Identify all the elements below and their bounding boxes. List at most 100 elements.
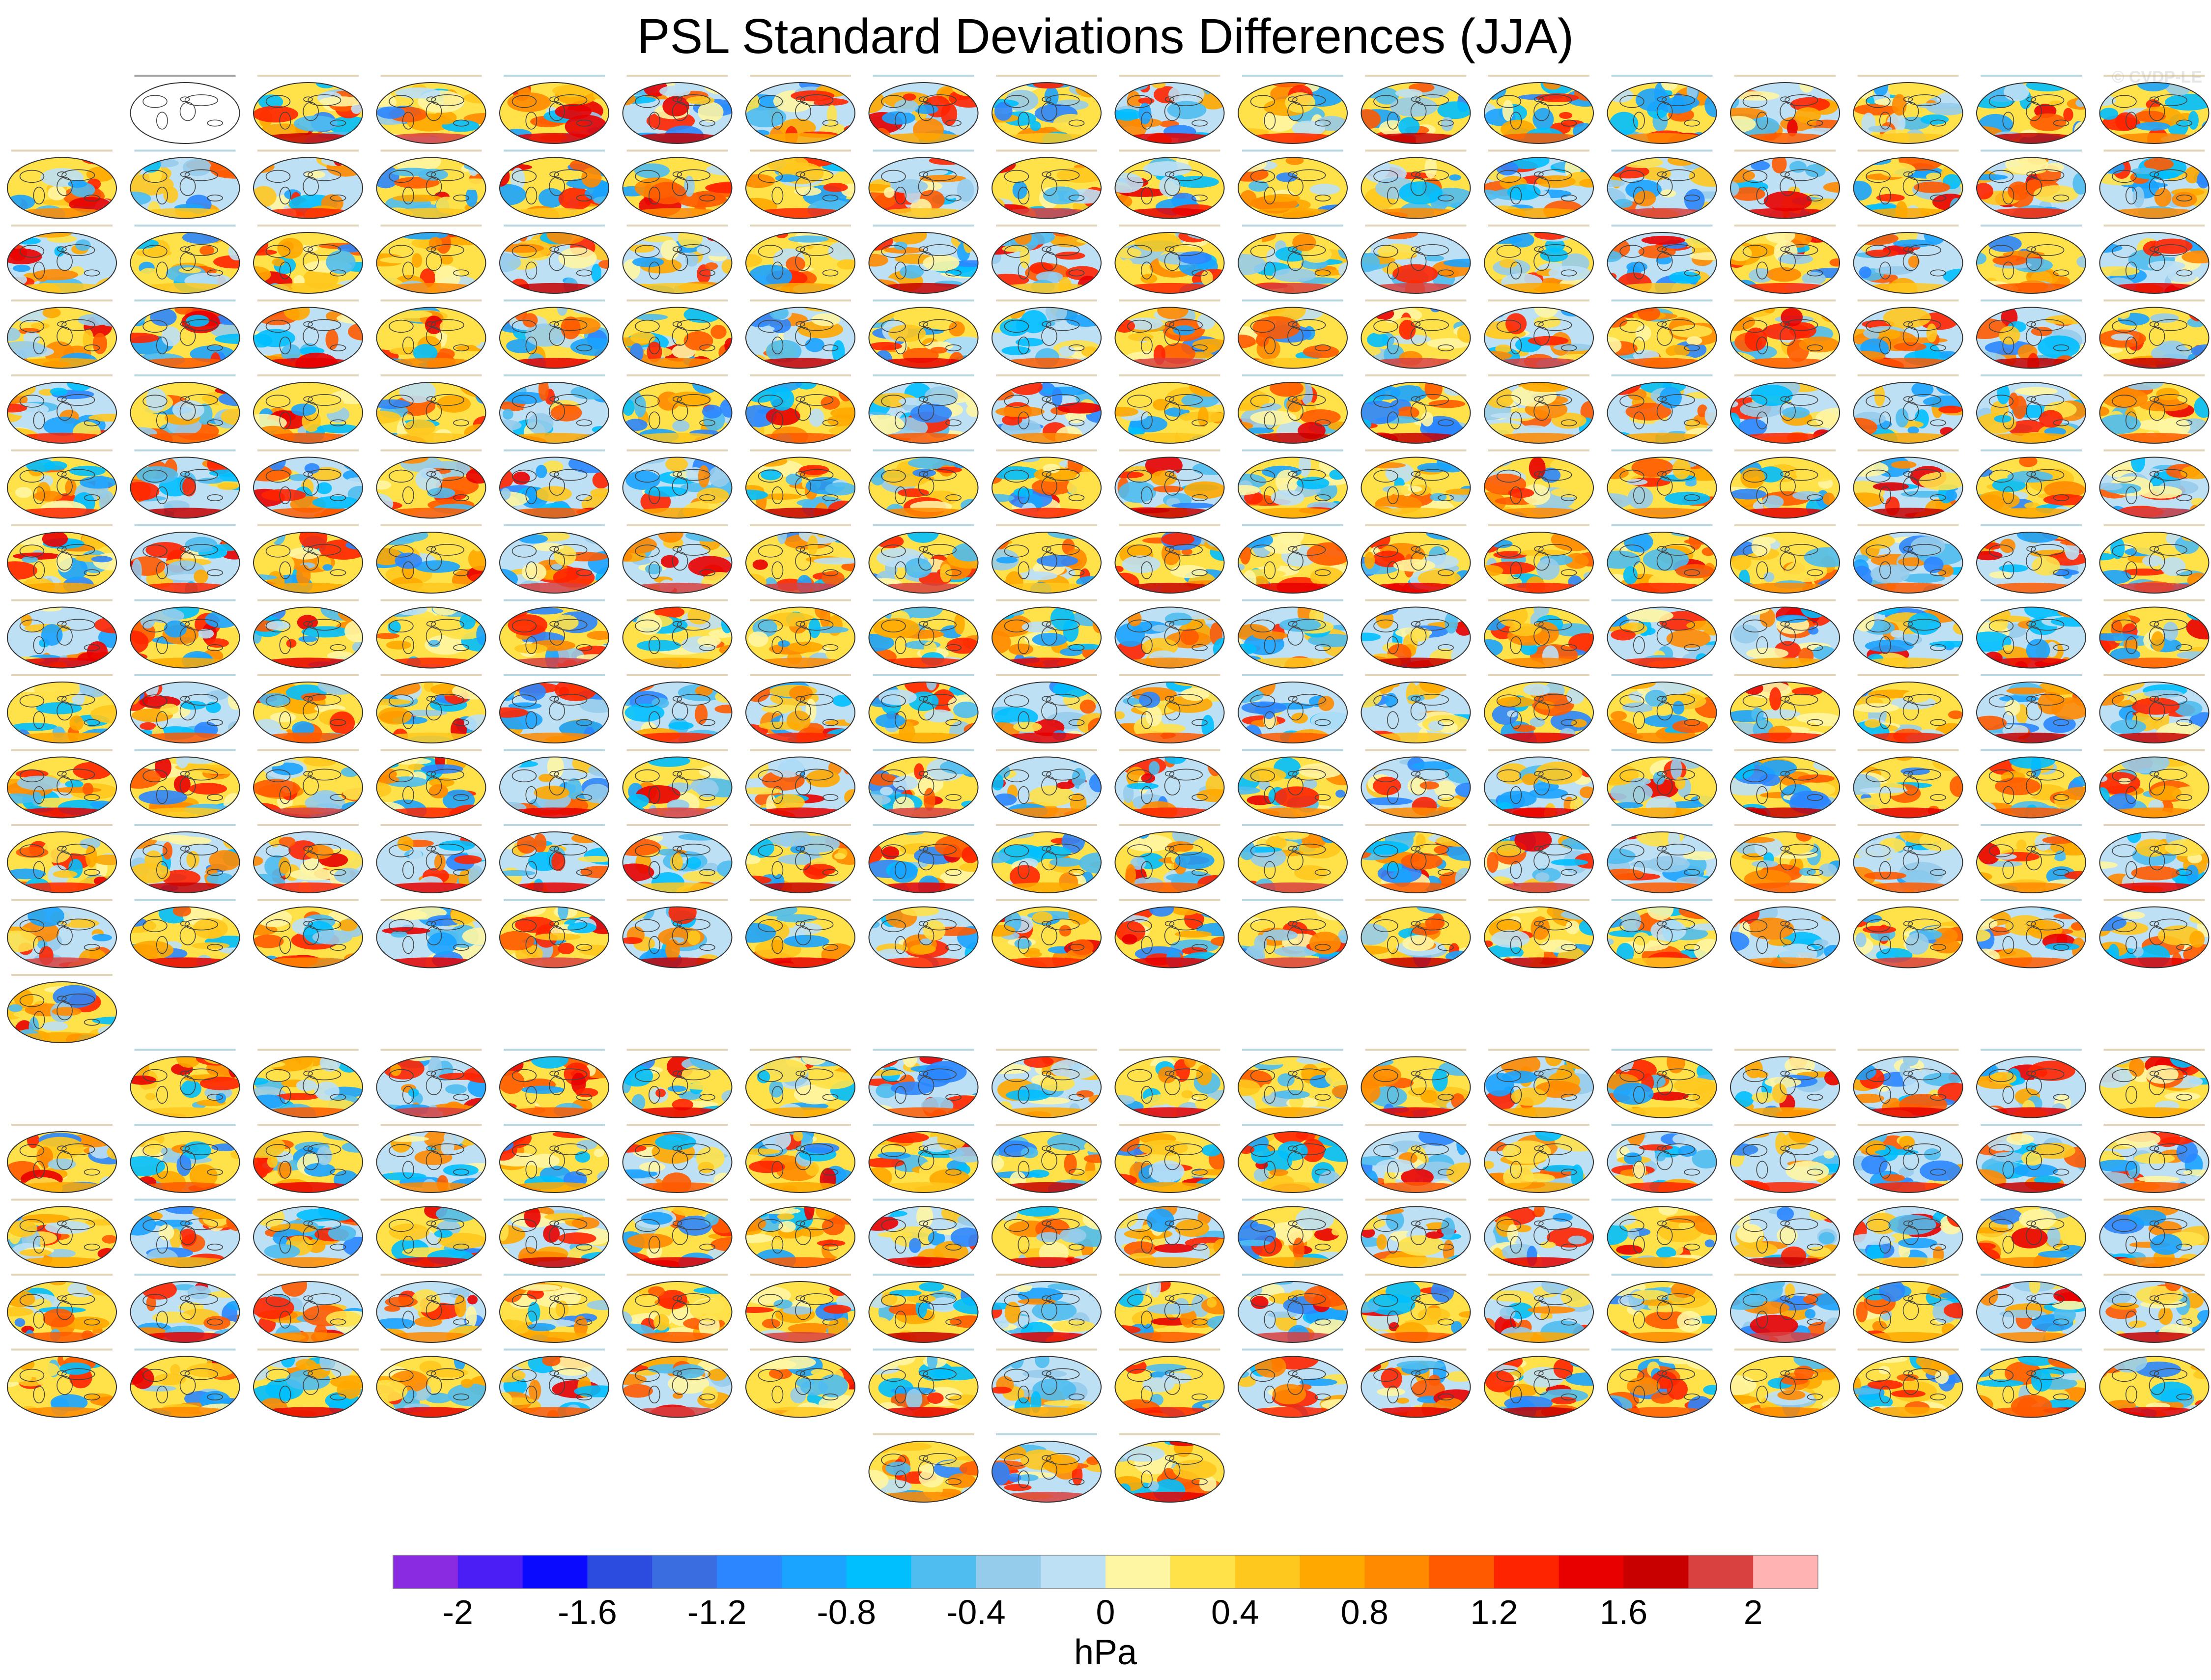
colorbar-tick-label: 0	[1096, 1593, 1115, 1631]
panel-header	[873, 1124, 974, 1126]
map-field	[130, 83, 240, 143]
map-panel	[499, 1124, 609, 1193]
map-field	[2099, 157, 2209, 219]
map-outline	[130, 82, 240, 144]
panel-header	[1734, 1198, 1836, 1201]
map-outline	[7, 606, 117, 669]
map-outline	[1853, 831, 1963, 893]
map-outline	[745, 456, 855, 519]
map-panel	[7, 974, 117, 1043]
map-field	[1484, 307, 1593, 369]
panel-header	[1488, 674, 1589, 676]
map-panel	[1484, 1124, 1594, 1193]
panel-header	[1611, 1198, 1713, 1201]
panel-header	[1119, 1274, 1220, 1276]
map-panel	[1853, 449, 1963, 519]
map-panel	[1730, 299, 1840, 369]
panel-header	[2103, 824, 2205, 826]
panel-header	[257, 824, 359, 826]
panel-header	[1488, 1198, 1589, 1201]
panel-header	[1611, 149, 1713, 152]
panel-header	[626, 1348, 728, 1351]
map-outline	[130, 906, 240, 968]
map-panel	[1361, 524, 1471, 594]
map-field	[254, 307, 363, 369]
map-field	[1977, 532, 2086, 593]
map-panel	[1853, 1198, 1963, 1268]
map-outline	[499, 532, 609, 594]
panel-header	[11, 524, 113, 526]
map-outline	[1484, 682, 1594, 743]
panel-header	[2103, 1198, 2205, 1201]
map-field	[1115, 682, 1224, 743]
map-outline	[992, 307, 1102, 369]
map-field	[376, 1132, 486, 1193]
map-outline	[499, 157, 609, 219]
map-field	[1361, 307, 1471, 369]
panel-header	[1857, 1198, 1959, 1201]
panel-header	[996, 899, 1097, 901]
panel-header	[873, 225, 974, 227]
map-panel	[376, 674, 486, 743]
map-outline	[499, 307, 609, 369]
map-field	[869, 532, 978, 593]
panel-header	[1488, 449, 1589, 452]
map-field	[1115, 382, 1224, 443]
map-outline	[2099, 307, 2210, 369]
map-outline	[376, 532, 486, 594]
colorbar-swatch	[1623, 1555, 1689, 1589]
map-panel	[1853, 1348, 1963, 1418]
panel-header	[1981, 824, 2082, 826]
map-panel	[1484, 524, 1594, 594]
map-field	[1484, 757, 1593, 818]
panel-header	[1488, 1124, 1589, 1126]
map-panel	[745, 1124, 855, 1193]
panel-header	[1365, 149, 1467, 152]
map-panel	[1484, 674, 1594, 743]
map-outline	[7, 307, 117, 369]
map-panel	[1361, 824, 1471, 893]
panel-header	[873, 449, 974, 452]
colorbar-swatch	[1494, 1555, 1559, 1589]
map-panel	[130, 149, 240, 219]
map-field	[1238, 607, 1347, 668]
map-outline	[253, 831, 363, 893]
map-field	[1484, 157, 1593, 219]
map-panel	[1484, 75, 1594, 144]
map-panel	[1484, 1348, 1594, 1418]
map-outline	[992, 1356, 1102, 1418]
map-field	[1853, 157, 1963, 219]
panel-header	[504, 524, 605, 526]
map-outline	[745, 1206, 855, 1268]
map-field	[254, 682, 363, 743]
map-panel	[1976, 225, 2086, 294]
map-field	[623, 832, 732, 893]
map-panel	[1853, 674, 1963, 743]
map-outline	[7, 1206, 117, 1268]
panel-header	[1981, 374, 2082, 376]
map-field	[992, 382, 1101, 443]
panel-header	[1365, 1049, 1467, 1051]
map-panel	[1976, 524, 2086, 594]
map-outline	[1484, 831, 1594, 893]
map-field	[376, 457, 486, 518]
map-panel	[1976, 899, 2086, 968]
map-panel	[745, 1274, 855, 1343]
map-panel	[1607, 75, 1717, 144]
map-field	[1115, 907, 1224, 968]
map-field	[500, 157, 609, 219]
panel-header	[626, 374, 728, 376]
map-field	[1977, 1056, 2086, 1118]
panel-header	[1365, 1348, 1467, 1351]
map-field	[992, 532, 1101, 593]
panel-header	[1611, 1049, 1713, 1051]
panel-header	[1119, 449, 1220, 452]
map-panel	[130, 1348, 240, 1418]
map-field	[1977, 1356, 2086, 1418]
colorbar-tick-label: 1.2	[1470, 1593, 1518, 1631]
map-panel	[1114, 1198, 1225, 1268]
map-outline	[1730, 307, 1840, 369]
panel-header	[1119, 524, 1220, 526]
colorbar-swatch	[781, 1555, 847, 1589]
map-field	[1977, 1132, 2086, 1193]
